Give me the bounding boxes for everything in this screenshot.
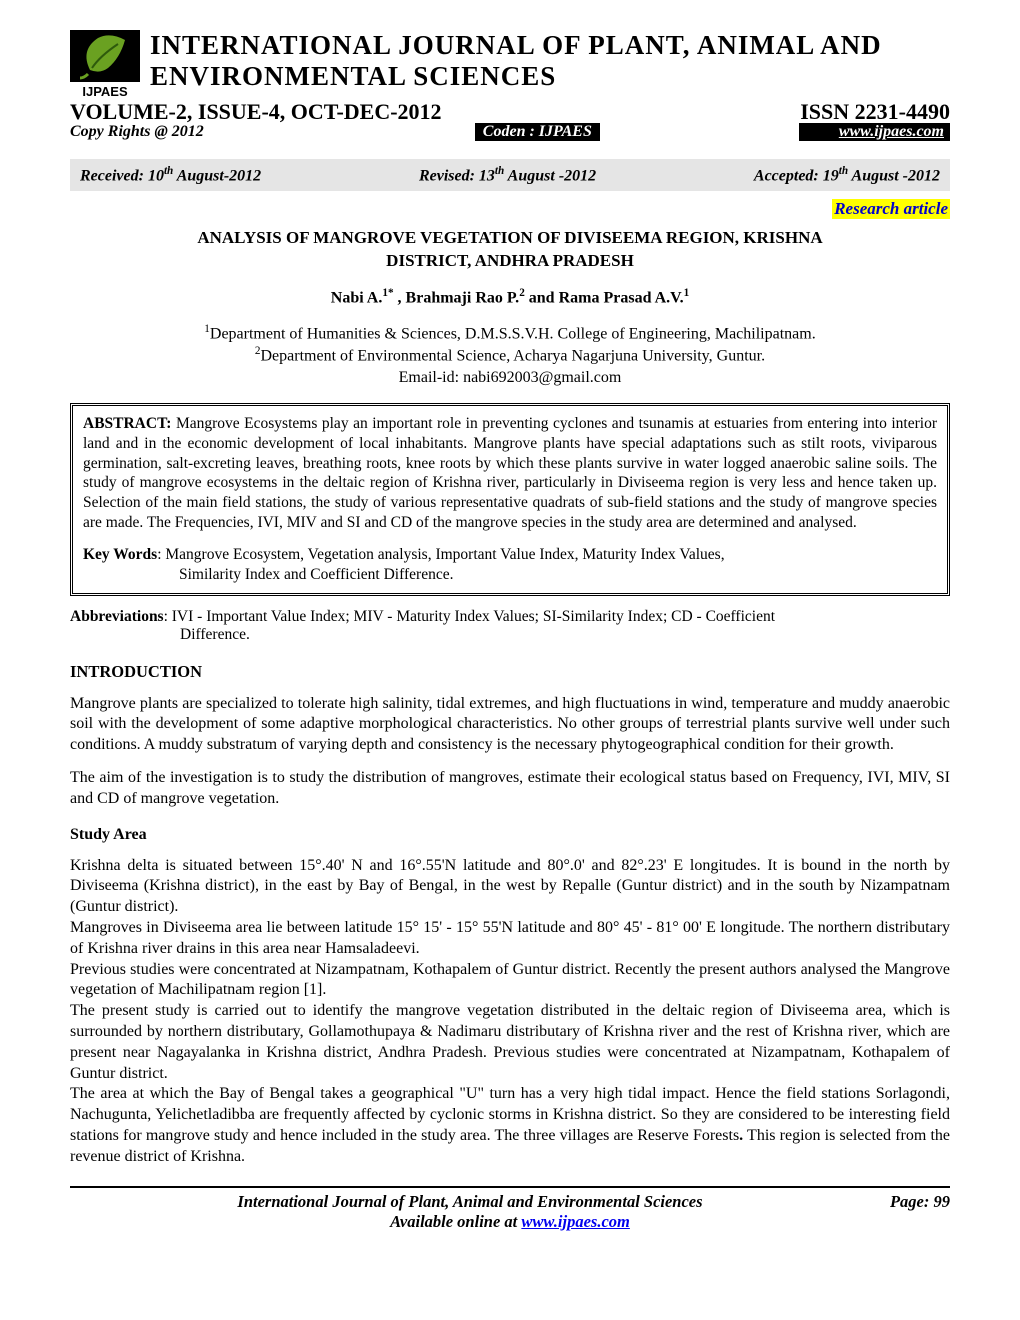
article-title-line2: DISTRICT, ANDHRA PRADESH bbox=[386, 251, 634, 270]
abbreviations-label: Abbreviations bbox=[70, 608, 164, 625]
study-area-para-1: Krishna delta is situated between 15°.40… bbox=[70, 856, 950, 918]
affiliation-2: Department of Environmental Science, Ach… bbox=[261, 348, 766, 365]
abstract-box: ABSTRACT: Mangrove Ecosystems play an im… bbox=[70, 403, 950, 596]
accepted-date: Accepted: 19th August -2012 bbox=[754, 165, 940, 185]
study-area-para-2: Mangroves in Diviseema area lie between … bbox=[70, 918, 950, 960]
keywords-label: Key Words bbox=[83, 546, 157, 563]
introduction-heading: INTRODUCTION bbox=[70, 662, 950, 682]
affiliation-1: Department of Humanities & Sciences, D.M… bbox=[210, 325, 816, 342]
journal-title: INTERNATIONAL JOURNAL OF PLANT, ANIMAL A… bbox=[150, 30, 882, 92]
abstract-label: ABSTRACT: bbox=[83, 415, 171, 432]
volume-issue: VOLUME-2, ISSUE-4, OCT-DEC-2012 bbox=[70, 99, 442, 125]
journal-logo: IJPAES bbox=[70, 30, 140, 99]
footer-availability: Available online at www.ijpaes.com bbox=[70, 1212, 950, 1232]
volume-issn-row: VOLUME-2, ISSUE-4, OCT-DEC-2012 ISSN 223… bbox=[70, 99, 950, 125]
keywords: Key Words: Mangrove Ecosystem, Vegetatio… bbox=[83, 545, 937, 585]
copy-coden-row: Copy Rights @ 2012 Coden : IJPAES www.ij… bbox=[70, 123, 950, 141]
footer-journal: International Journal of Plant, Animal a… bbox=[70, 1192, 870, 1212]
header-website[interactable]: www.ijpaes.com bbox=[799, 123, 950, 141]
study-area-heading: Study Area bbox=[70, 826, 950, 844]
footer-page: Page: 99 bbox=[870, 1192, 950, 1212]
article-type: Research article bbox=[832, 199, 950, 219]
author-email: Email-id: nabi692003@gmail.com bbox=[399, 369, 622, 386]
study-area-para-5: The area at which the Bay of Bengal take… bbox=[70, 1084, 950, 1167]
leaf-icon bbox=[70, 30, 140, 82]
study-area-para-3: Previous studies were concentrated at Ni… bbox=[70, 960, 950, 1002]
footer-row: International Journal of Plant, Animal a… bbox=[70, 1192, 950, 1212]
revised-date: Revised: 13th August -2012 bbox=[419, 165, 596, 185]
abstract-text: ABSTRACT: Mangrove Ecosystems play an im… bbox=[83, 414, 937, 533]
journal-title-line1: INTERNATIONAL JOURNAL OF PLANT, ANIMAL A… bbox=[150, 30, 882, 60]
study-area-para-4: The present study is carried out to iden… bbox=[70, 1001, 950, 1084]
footer-divider bbox=[70, 1186, 950, 1188]
dates-bar: Received: 10th August-2012 Revised: 13th… bbox=[70, 159, 950, 191]
masthead: IJPAES INTERNATIONAL JOURNAL OF PLANT, A… bbox=[70, 30, 950, 99]
affiliations: 1Department of Humanities & Sciences, D.… bbox=[70, 322, 950, 389]
article-title: ANALYSIS OF MANGROVE VEGETATION OF DIVIS… bbox=[70, 227, 950, 273]
issn: ISSN 2231-4490 bbox=[800, 99, 950, 125]
logo-acronym: IJPAES bbox=[82, 84, 127, 99]
footer-link[interactable]: www.ijpaes.com bbox=[521, 1212, 629, 1231]
coden: Coden : IJPAES bbox=[475, 123, 600, 141]
received-date: Received: 10th August-2012 bbox=[80, 165, 261, 185]
intro-para-2: The aim of the investigation is to study… bbox=[70, 768, 950, 810]
article-title-line1: ANALYSIS OF MANGROVE VEGETATION OF DIVIS… bbox=[197, 228, 822, 247]
page-root: IJPAES INTERNATIONAL JOURNAL OF PLANT, A… bbox=[0, 0, 1020, 1272]
abbreviations: Abbreviations: IVI - Important Value Ind… bbox=[70, 608, 950, 644]
intro-para-1: Mangrove plants are specialized to toler… bbox=[70, 694, 950, 756]
copy-rights: Copy Rights @ 2012 bbox=[70, 123, 475, 141]
authors: Nabi A.1* , Brahmaji Rao P.2 and Rama Pr… bbox=[70, 287, 950, 307]
journal-title-line2: ENVIRONMENTAL SCIENCES bbox=[150, 61, 556, 91]
